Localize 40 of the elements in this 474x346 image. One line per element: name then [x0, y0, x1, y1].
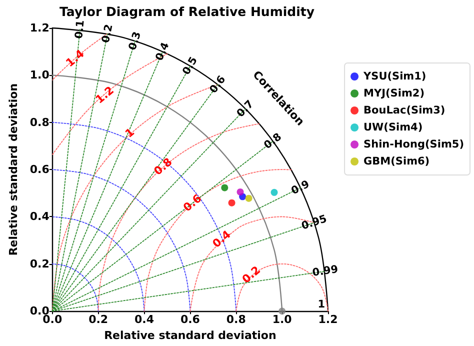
y-tick-label: 1.0	[30, 68, 50, 82]
annotation: 0.4	[153, 40, 172, 63]
annotation: 0.9	[289, 178, 312, 198]
y-tick-label: 0.8	[30, 116, 50, 129]
annotation: 0.2	[240, 264, 263, 286]
legend-label: BouLac(Sim3)	[364, 104, 446, 116]
x-tick-label: 0.8	[226, 313, 246, 326]
annotation: 0.6	[207, 74, 228, 96]
annotation: 0.8	[151, 155, 175, 178]
annotation: 0.5	[180, 54, 200, 78]
annotation: 1.2	[93, 84, 116, 106]
x-tick-label: 0.4	[134, 313, 154, 326]
annotation: 0.2	[100, 23, 116, 44]
y-tick-label: 1.2	[30, 22, 50, 34]
annotation: 0.3	[126, 30, 144, 52]
x-tick-label: 1.2	[318, 313, 338, 326]
annotation: 1	[318, 298, 325, 311]
annotation: 1	[122, 126, 137, 140]
y-tick-label: 0.2	[30, 257, 50, 270]
annotation: 0.6	[180, 192, 204, 214]
annotation: 0.4	[210, 228, 234, 250]
annotation: 0.1	[73, 20, 87, 40]
annotation: 0.8	[262, 130, 284, 152]
annotation: 0.95	[300, 212, 328, 232]
annotation: 0.99	[312, 263, 339, 279]
y-tick-label: 0.6	[30, 163, 50, 176]
legend-label: GBM(Sim6)	[364, 156, 430, 168]
legend-label: MYJ(Sim2)	[364, 88, 424, 100]
y-tick-label: 0.4	[30, 210, 50, 224]
annotation: 1.4	[63, 46, 88, 70]
x-tick-label: 0.6	[180, 313, 200, 326]
legend-label: UW(Sim4)	[364, 122, 423, 134]
annotation: 0.7	[234, 98, 256, 120]
y-axis-title: Relative standard deviation	[7, 83, 20, 256]
x-tick-label: 0.2	[88, 313, 108, 326]
x-tick-label: 1.0	[272, 313, 292, 326]
legend-label: YSU(Sim1)	[362, 70, 426, 82]
chart-title: Taylor Diagram of Relative Humidity	[60, 4, 314, 19]
legend-label: Shin-Hong(Sim5)	[364, 138, 464, 150]
x-axis-title: Relative standard deviation	[104, 329, 276, 342]
